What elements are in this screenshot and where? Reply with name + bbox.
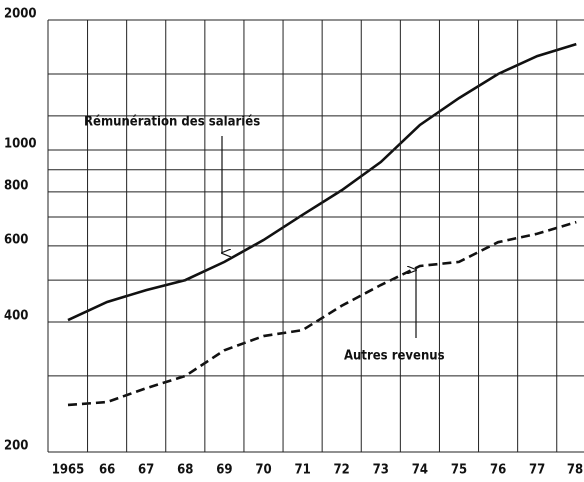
x-tick-label: 73	[373, 463, 389, 478]
x-tick-label: 68	[177, 463, 193, 478]
y-tick-label: 800	[4, 178, 28, 193]
x-tick-label: 74	[412, 463, 428, 478]
y-tick-label: 200	[4, 439, 28, 454]
x-tick-label: 76	[490, 463, 506, 478]
series-label: Autres revenus	[344, 349, 445, 364]
y-tick-label: 400	[4, 308, 28, 323]
y-tick-label: 1000	[4, 137, 37, 152]
x-tick-label: 66	[99, 463, 115, 478]
x-tick-label: 78	[567, 463, 583, 478]
y-tick-label: 600	[4, 232, 28, 247]
x-tick-label: 75	[451, 463, 467, 478]
x-tick-label: 1965	[52, 463, 85, 478]
x-tick-label: 69	[216, 463, 232, 478]
x-tick-label: 71	[294, 463, 310, 478]
series-label: Rémunération des salariés	[84, 115, 260, 130]
x-tick-label: 67	[138, 463, 154, 478]
y-tick-label: 2000	[4, 7, 37, 22]
x-tick-label: 77	[529, 463, 545, 478]
x-tick-label: 72	[334, 463, 350, 478]
x-tick-label: 70	[255, 463, 271, 478]
